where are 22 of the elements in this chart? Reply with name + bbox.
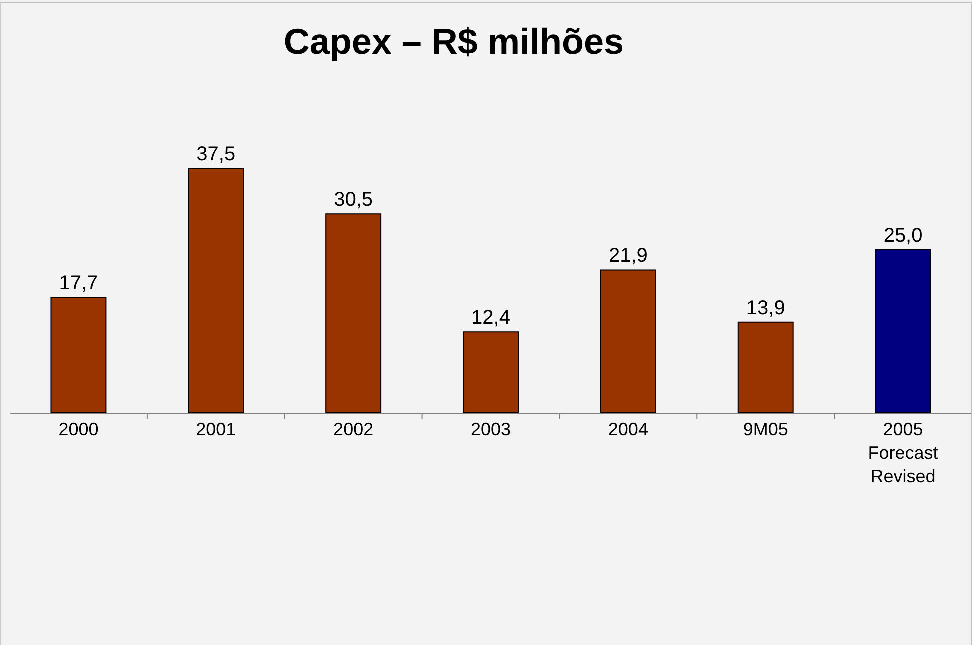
x-tick-label: 2002: [334, 420, 374, 440]
data-label: 25,0: [884, 224, 923, 247]
chart-title: Capex – R$ milhões: [284, 21, 624, 62]
x-tick-label: 2004: [608, 420, 648, 440]
x-tick-label: 2000: [58, 420, 99, 440]
x-tick-label: 2005 Forecast Revised: [868, 420, 938, 486]
x-tick-label: 2001: [196, 420, 236, 440]
data-label: 17,7: [59, 272, 98, 295]
x-tick-label: 9M05: [743, 420, 788, 440]
bar: [326, 214, 382, 413]
bar: [188, 168, 244, 413]
data-label: 37,5: [196, 143, 236, 166]
bar: [600, 270, 656, 413]
data-label: 30,5: [334, 189, 374, 212]
x-tick-label: 2003: [470, 420, 512, 440]
data-label: 21,9: [608, 245, 648, 268]
data-label: 12,4: [472, 307, 510, 330]
data-label: 13,9: [746, 297, 786, 320]
bar: [463, 332, 519, 413]
bar: [738, 322, 794, 413]
bar: [875, 249, 932, 413]
bar: [50, 297, 107, 413]
